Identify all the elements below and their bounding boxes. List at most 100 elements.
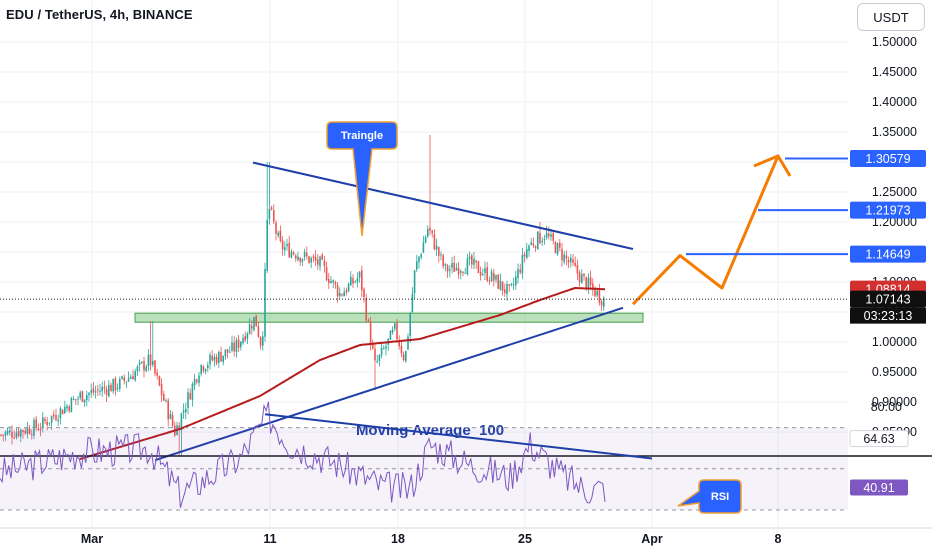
- candle-body: [277, 232, 279, 236]
- candle-body: [123, 377, 125, 381]
- price-axis[interactable]: 1.500001.450001.400001.350001.300001.250…: [848, 0, 932, 550]
- candle-body: [420, 254, 422, 258]
- time-axis[interactable]: Mar 11 18 25 Apr 8: [0, 527, 932, 546]
- candle-body: [358, 271, 361, 278]
- candle-body: [9, 430, 11, 433]
- candle-body: [317, 259, 319, 265]
- candle-body: [292, 252, 295, 255]
- candle-body: [396, 322, 398, 340]
- candle-body: [46, 421, 48, 426]
- candle-body: [17, 430, 20, 436]
- candle-body: [20, 429, 22, 437]
- triangle-upper-trendline: [252, 161, 634, 250]
- candle-body: [427, 229, 429, 237]
- price-labels: 1.305791.219731.146491.088141.0714303:23…: [850, 150, 926, 324]
- candle-body: [88, 392, 90, 396]
- target-lines: [0, 157, 848, 300]
- price-tick-label: 0.90000: [872, 395, 917, 409]
- rsi-callout-label: RSI: [711, 491, 729, 503]
- price-tick-label: 1.35000: [872, 125, 917, 139]
- candle-body: [97, 389, 99, 391]
- candle-body: [526, 249, 528, 258]
- candle-body: [515, 276, 517, 286]
- candle-body: [2, 434, 4, 436]
- candle-body: [464, 272, 466, 274]
- candle-body: [457, 267, 460, 275]
- candle-body: [321, 254, 323, 260]
- candle-body: [158, 376, 161, 386]
- candle-body: [477, 261, 480, 273]
- candle-body: [314, 256, 317, 261]
- candle-body: [578, 272, 581, 283]
- candle-body: [132, 376, 134, 380]
- price-tag-label: 1.07143: [865, 293, 910, 307]
- candle-body: [418, 256, 420, 263]
- candle-body: [70, 397, 73, 413]
- candle-body: [356, 278, 359, 282]
- candle-body: [149, 354, 152, 366]
- candle-body: [446, 265, 449, 272]
- time-tick-label: Mar: [81, 532, 103, 546]
- candle-body: [240, 341, 242, 348]
- triangle-callout-bubble: [326, 121, 398, 237]
- rsi-value-label: 40.91: [863, 481, 894, 495]
- support-zone: [134, 312, 644, 323]
- candle-body: [61, 409, 64, 415]
- candle-body: [244, 336, 246, 341]
- candle-body: [466, 258, 469, 275]
- candle-body: [125, 381, 128, 383]
- price-tag-label: 1.30579: [865, 152, 910, 166]
- candle-body: [50, 415, 53, 423]
- candle-body: [138, 362, 141, 365]
- candle-body: [365, 297, 367, 321]
- candle-body: [259, 336, 262, 346]
- candle-body: [347, 283, 350, 292]
- candle-body: [598, 290, 601, 303]
- candle-body: [475, 260, 477, 263]
- candle-body: [64, 406, 66, 414]
- price-tick-label: 1.45000: [872, 65, 917, 79]
- candle-body: [226, 349, 229, 353]
- candle-body: [339, 292, 341, 297]
- candle-body: [165, 400, 167, 402]
- candle-body: [453, 262, 455, 272]
- candle-body: [554, 242, 557, 254]
- candle-body: [6, 430, 9, 434]
- candle-body: [81, 391, 84, 402]
- candle-body: [422, 242, 425, 253]
- candle-body: [171, 415, 174, 426]
- candle-body: [266, 220, 268, 271]
- candle-body: [246, 333, 249, 339]
- candle-body: [275, 222, 277, 234]
- candle-body: [24, 430, 26, 434]
- countdown-box: [850, 307, 926, 324]
- candle-body: [506, 284, 508, 295]
- currency-button[interactable]: USDT: [857, 3, 925, 31]
- moving-average-line: [79, 286, 606, 460]
- rsi-axis[interactable]: 80.00 64.63 40.91: [848, 400, 932, 496]
- candle-body: [479, 272, 482, 276]
- candle-body: [200, 364, 202, 374]
- candle-body: [585, 277, 587, 290]
- countdown-label: 03:23:13: [864, 309, 913, 323]
- candle-body: [310, 257, 312, 263]
- candle-body: [77, 398, 79, 400]
- candle-body: [548, 233, 550, 237]
- candle-body: [264, 268, 266, 337]
- candle-body: [281, 240, 284, 250]
- candle-body: [484, 268, 486, 274]
- candle-body: [519, 269, 521, 273]
- candle-body: [251, 325, 253, 329]
- candle-body: [213, 356, 216, 361]
- candle-body: [288, 242, 290, 258]
- candle-body: [255, 315, 257, 327]
- candle-body: [471, 255, 473, 265]
- candle-body: [301, 258, 304, 262]
- candle-body: [482, 274, 484, 276]
- candle-body: [523, 254, 526, 257]
- candle-body: [561, 248, 563, 261]
- candle-body: [589, 277, 592, 286]
- candle-body: [299, 257, 301, 262]
- candlestick-series: [0, 135, 605, 456]
